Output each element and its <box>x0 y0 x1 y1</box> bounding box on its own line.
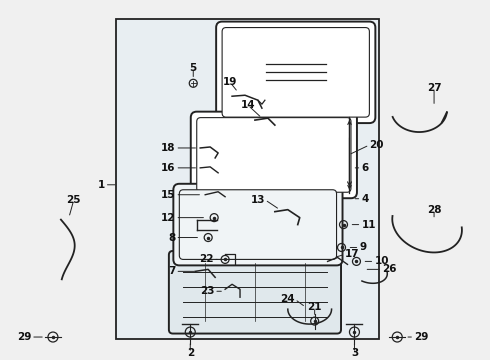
Text: 29: 29 <box>414 332 429 342</box>
Text: 8: 8 <box>168 233 175 243</box>
FancyBboxPatch shape <box>197 118 351 192</box>
Text: 21: 21 <box>307 302 322 312</box>
Text: 20: 20 <box>369 140 384 150</box>
Text: 19: 19 <box>223 77 237 87</box>
Text: 14: 14 <box>241 100 255 110</box>
Text: 12: 12 <box>161 213 175 222</box>
FancyBboxPatch shape <box>169 251 341 334</box>
Text: 9: 9 <box>360 243 367 252</box>
FancyBboxPatch shape <box>179 190 337 260</box>
FancyBboxPatch shape <box>191 112 357 198</box>
Text: 16: 16 <box>161 163 175 173</box>
Text: 28: 28 <box>427 205 441 215</box>
Text: 7: 7 <box>168 266 175 276</box>
Text: 22: 22 <box>198 255 213 264</box>
Text: 4: 4 <box>362 194 369 204</box>
Text: 5: 5 <box>190 63 197 73</box>
Text: 27: 27 <box>427 83 441 93</box>
FancyBboxPatch shape <box>216 22 375 123</box>
Text: 24: 24 <box>280 294 295 304</box>
Text: 17: 17 <box>344 249 359 260</box>
Text: 25: 25 <box>67 195 81 205</box>
Text: 6: 6 <box>362 163 368 173</box>
Bar <box>116 19 379 339</box>
Text: 23: 23 <box>199 286 214 296</box>
Text: 26: 26 <box>382 264 397 274</box>
FancyBboxPatch shape <box>222 28 369 117</box>
Text: 29: 29 <box>17 332 31 342</box>
Text: 10: 10 <box>374 256 389 266</box>
Text: 13: 13 <box>250 195 265 205</box>
Text: 3: 3 <box>351 348 358 358</box>
Text: 11: 11 <box>362 220 376 230</box>
Text: 15: 15 <box>161 190 175 200</box>
Text: 18: 18 <box>161 143 175 153</box>
Text: 2: 2 <box>187 348 194 358</box>
FancyBboxPatch shape <box>173 184 343 265</box>
Text: 1: 1 <box>98 180 105 190</box>
